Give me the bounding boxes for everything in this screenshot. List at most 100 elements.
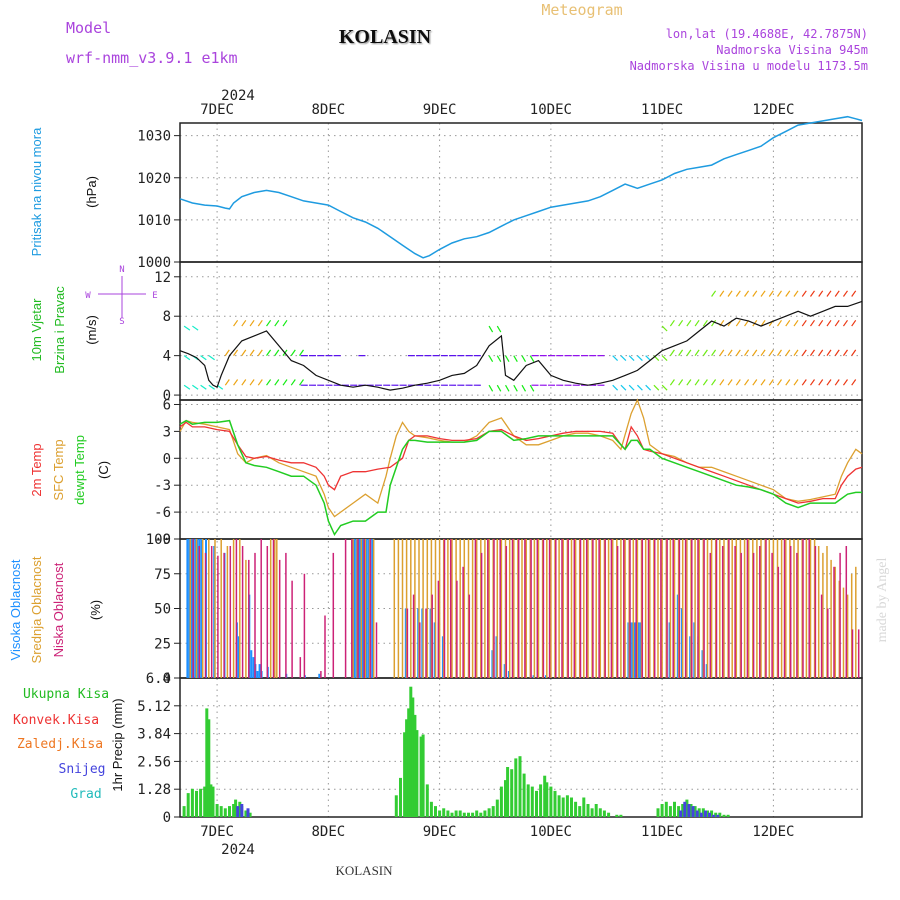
total-rain-bar (615, 814, 619, 817)
wind-barb (735, 349, 741, 356)
total-rain-bar (413, 714, 417, 817)
wind-barb (834, 379, 840, 386)
y-tick-label: 1000 (137, 255, 171, 271)
total-rain-bar (506, 767, 510, 817)
wind-barb (266, 349, 272, 356)
total-rain-bar (399, 777, 402, 817)
total-rain-bar (574, 801, 578, 817)
credit-watermark: made by Angel (875, 558, 890, 643)
y-tick-label: -9 (154, 532, 171, 548)
total-rain-bar (475, 810, 479, 817)
wind-barb (266, 319, 272, 327)
total-rain-bar (248, 812, 252, 817)
day-label-bottom: 8DEC (311, 824, 345, 840)
day-label-bottom: 11DEC (641, 824, 683, 840)
y-tick-label: 1020 (137, 171, 171, 187)
wind-barb (488, 325, 494, 333)
total-rain-bar (522, 773, 526, 817)
total-rain-bar (535, 790, 538, 817)
wind-barb (777, 349, 782, 356)
wind-barb (686, 349, 692, 356)
total-rain-bar (429, 801, 433, 817)
wind-barb (628, 384, 635, 391)
wind-barb (274, 379, 280, 386)
total-rain-bar (539, 784, 543, 817)
total-rain-bar (462, 812, 466, 817)
wind-barb (744, 379, 750, 386)
total-rain-bar (409, 686, 413, 817)
total-rain-bar (405, 719, 409, 817)
y-tick-label: 12 (154, 270, 171, 286)
sfc-temp-label: SFC Temp (51, 439, 66, 500)
total-rain-bar (549, 786, 553, 817)
total-rain-bar (681, 804, 685, 817)
total-rain-bar (668, 806, 672, 817)
wind-barb (727, 290, 733, 297)
y-tick-label: 0 (163, 671, 171, 687)
wind-barb (183, 384, 191, 390)
snow-bar (695, 810, 699, 817)
wind-barb (513, 384, 518, 392)
total-rain-bar (586, 804, 590, 817)
total-rain-bar (701, 808, 705, 817)
wind-barb (299, 379, 304, 386)
compass-west: W (85, 291, 91, 301)
y-tick-label: 3.84 (137, 727, 171, 743)
total-rain-bar (228, 806, 231, 817)
wind-barb (653, 384, 660, 391)
total-rain-bar (434, 806, 437, 817)
day-label-bottom: 12DEC (752, 824, 794, 840)
wind-barb (620, 355, 627, 362)
wind-barb (711, 349, 717, 356)
total-rain-bar (607, 812, 611, 817)
snow-bar (240, 804, 244, 817)
wind-barb (678, 379, 684, 386)
total-rain-bar (660, 804, 664, 817)
y-tick-label: 0 (163, 451, 171, 467)
temperature-panel (179, 399, 863, 540)
wind-barb (826, 290, 832, 297)
wind-barb (241, 349, 247, 356)
total-rain-bar (578, 806, 582, 817)
total-rain-bar (570, 797, 573, 817)
total-rain-bar (425, 784, 429, 817)
wind-barb (505, 384, 510, 392)
wind-barb (233, 349, 239, 356)
wind-barb (711, 290, 717, 297)
wind-barb (183, 325, 191, 331)
total-rain-bar (710, 810, 714, 817)
temp-unit: (C) (96, 461, 111, 479)
wind-barb (661, 384, 668, 391)
wind-barb (727, 349, 733, 356)
total-rain-bar (411, 697, 415, 817)
total-rain-bar (407, 708, 411, 817)
total-rain-bar (582, 797, 586, 817)
total-rain-bar (211, 786, 215, 817)
wind-barb (257, 319, 263, 327)
wind-barb (612, 355, 619, 362)
total-rain-bar (545, 782, 549, 818)
wind-barb (274, 319, 280, 327)
snow-bar (687, 804, 691, 817)
y-tick-label: 5.12 (137, 699, 171, 715)
pressure-line (179, 115, 863, 259)
total-rain-bar (706, 810, 709, 817)
wind-barb (192, 384, 199, 390)
snow-bar (246, 808, 250, 817)
total-rain-bar (526, 784, 530, 817)
model-label: Model (66, 19, 111, 37)
wind-barb (702, 349, 708, 356)
top-day-labels: 7DEC 8DEC 9DEC 10DEC 11DEC 12DEC (200, 102, 794, 118)
day-label-bottom: 7DEC (200, 824, 234, 840)
wind-barb (241, 379, 247, 386)
wind-barb (620, 384, 627, 391)
total-rain-bar (479, 812, 483, 817)
wind-barb (735, 290, 741, 297)
wind-barb (521, 384, 527, 392)
wind-barb (826, 319, 832, 327)
total-rain-bar (726, 814, 730, 817)
y-axis-ticks: 100010101020103004812-9-6-30360255075100… (137, 129, 180, 826)
wind-barb (686, 319, 692, 327)
wind-barb (785, 349, 791, 356)
